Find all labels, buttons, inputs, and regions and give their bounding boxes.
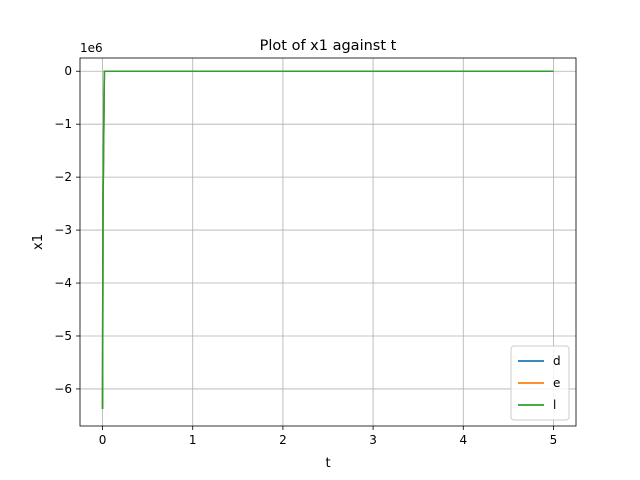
series-line-e (101, 70, 554, 410)
y-tick-label: −4 (54, 276, 72, 290)
axes-frame (79, 57, 577, 427)
chart-title: Plot of x1 against t (260, 38, 397, 54)
legend-label-d: d (553, 354, 561, 368)
series-line-l (101, 70, 554, 410)
y-offset-label: 1e6 (80, 41, 103, 55)
legend-label-l: l (553, 398, 556, 412)
y-tick-label: −1 (54, 117, 72, 131)
x-tick-label: 5 (550, 433, 558, 447)
y-tick-label: −6 (54, 382, 72, 396)
x-axis-label: t (325, 456, 330, 471)
x-tick-label: 4 (459, 433, 467, 447)
legend: del (510, 345, 570, 421)
series-line-d (101, 70, 554, 410)
x-tick-label: 1 (189, 433, 197, 447)
grid (80, 58, 576, 426)
x-tick-label: 2 (279, 433, 287, 447)
y-axis-label: x1 (31, 234, 46, 250)
x-tick-label: 3 (369, 433, 377, 447)
y-tick-label: −5 (54, 329, 72, 343)
y-tick-label: 0 (64, 64, 72, 78)
axis-ticks: 0 1 2 3 4 5 0 −1 −2 −3 −4 −5 −6 (54, 64, 557, 447)
x-tick-label: 0 (99, 433, 107, 447)
y-tick-label: −2 (54, 170, 72, 184)
y-tick-label: −3 (54, 223, 72, 237)
legend-label-e: e (553, 376, 560, 390)
series-lines (101, 70, 554, 410)
